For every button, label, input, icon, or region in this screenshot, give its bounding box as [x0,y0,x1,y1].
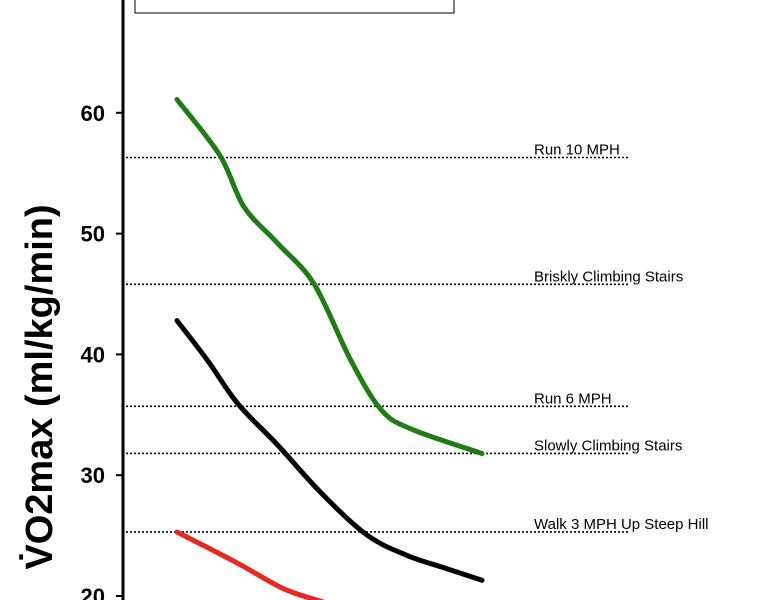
series-line-2 [174,318,485,583]
y-tick-label: 60 [81,101,105,126]
y-tick-label: 50 [81,222,105,247]
y-tick-label: 20 [81,584,105,600]
reference-lines: Run 10 MPH Briskly Climbing Stairs Run 6 M… [126,141,709,533]
y-tick-label: 40 [81,342,105,367]
reference-line-label: Run 6 MPH [534,390,612,407]
series-layer [174,97,485,600]
reference-line-label: Briskly Climbing Stairs [534,268,683,285]
y-axis-label: V̇O2max (ml/kg/min) [19,204,61,569]
reference-line-label: Walk 3 MPH Up Steep Hill [534,516,709,533]
legend-box [134,0,455,14]
y-tick-label: 30 [81,463,105,488]
series-line-3 [174,529,325,600]
series-line-1 [174,97,485,456]
y-ticks: 20 30 40 50 60 [81,101,123,600]
reference-line-label: Slowly Climbing Stairs [534,437,682,454]
reference-line-label: Run 10 MPH [534,141,620,158]
